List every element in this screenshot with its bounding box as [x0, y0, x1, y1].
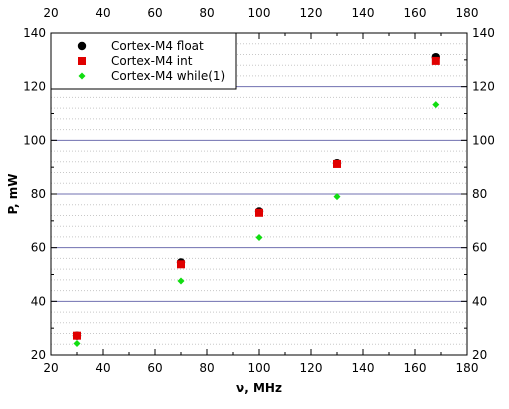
y-tick-label-right: 140: [472, 26, 495, 40]
x-tick-label-bottom: 140: [352, 361, 375, 375]
y-tick-label-right: 80: [472, 187, 487, 201]
legend-label: Cortex-M4 int: [111, 54, 193, 68]
x-axis-title: ν, MHz: [236, 381, 282, 395]
x-tick-label-top: 100: [248, 6, 271, 20]
legend-label: Cortex-M4 float: [111, 39, 204, 53]
data-point-diamond-marker: [178, 277, 185, 284]
x-tick-label-bottom: 80: [199, 361, 214, 375]
y-tick-label-left: 40: [31, 294, 46, 308]
y-tick-label-right: 20: [472, 348, 487, 362]
x-tick-label-bottom: 20: [43, 361, 58, 375]
legend-square-icon: [78, 57, 86, 65]
y-tick-label-left: 140: [23, 26, 46, 40]
y-tick-label-left: 20: [31, 348, 46, 362]
data-point-diamond-marker: [432, 101, 439, 108]
x-tick-label-top: 180: [456, 6, 479, 20]
x-tick-label-top: 40: [95, 6, 110, 20]
y-axis-title: P, mW: [6, 173, 20, 214]
x-tick-label-bottom: 160: [404, 361, 427, 375]
y-tick-label-right: 100: [472, 133, 495, 147]
x-tick-label-top: 120: [300, 6, 323, 20]
x-tick-label-top: 140: [352, 6, 375, 20]
legend-label: Cortex-M4 while(1): [111, 69, 225, 83]
data-point-diamond-marker: [256, 234, 263, 241]
y-tick-label-left: 120: [23, 80, 46, 94]
data-point-square-marker: [333, 160, 341, 168]
x-tick-label-bottom: 120: [300, 361, 323, 375]
y-tick-label-right: 120: [472, 80, 495, 94]
data-point-square-marker: [177, 260, 185, 268]
y-tick-label-left: 100: [23, 133, 46, 147]
x-tick-label-bottom: 40: [95, 361, 110, 375]
data-point-square-marker: [73, 332, 81, 340]
data-point-diamond-marker: [74, 340, 81, 347]
x-tick-label-bottom: 180: [456, 361, 479, 375]
y-tick-label-left: 80: [31, 187, 46, 201]
x-tick-label-top: 80: [199, 6, 214, 20]
y-tick-label-right: 60: [472, 241, 487, 255]
x-tick-label-top: 60: [147, 6, 162, 20]
x-tick-label-top: 20: [43, 6, 58, 20]
y-tick-label-right: 40: [472, 294, 487, 308]
x-tick-label-bottom: 60: [147, 361, 162, 375]
legend-circle-icon: [78, 42, 86, 50]
y-tick-label-left: 60: [31, 241, 46, 255]
data-point-square-marker: [255, 209, 263, 217]
x-tick-label-top: 160: [404, 6, 427, 20]
x-tick-label-bottom: 100: [248, 361, 271, 375]
data-point-square-marker: [432, 57, 440, 65]
